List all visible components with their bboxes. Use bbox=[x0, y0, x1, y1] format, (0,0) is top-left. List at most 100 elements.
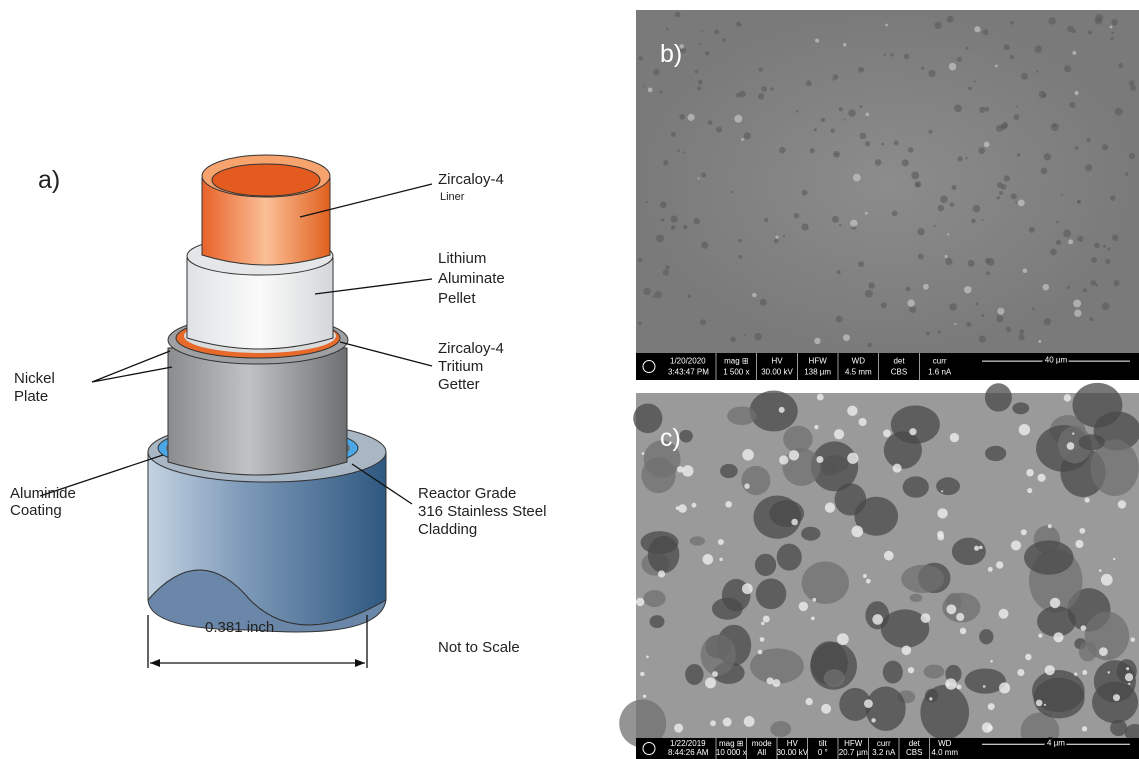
callout-text: Zircaloy-4 bbox=[438, 340, 504, 357]
texture bbox=[702, 554, 713, 565]
field-value: 3.2 nA bbox=[872, 748, 896, 757]
panel-label: c) bbox=[660, 424, 681, 452]
texture bbox=[801, 223, 808, 230]
texture bbox=[1017, 669, 1024, 676]
texture bbox=[946, 604, 956, 614]
texture bbox=[1011, 540, 1021, 550]
texture bbox=[981, 219, 983, 221]
texture bbox=[865, 290, 873, 298]
texture bbox=[1074, 310, 1081, 317]
texture bbox=[687, 295, 691, 299]
texture bbox=[648, 88, 653, 93]
texture bbox=[1103, 245, 1106, 248]
texture bbox=[791, 519, 798, 526]
texture bbox=[907, 299, 914, 306]
texture bbox=[691, 503, 696, 508]
texture bbox=[941, 490, 943, 492]
field-name: WD bbox=[938, 739, 952, 748]
texture bbox=[643, 590, 665, 607]
texture bbox=[1072, 51, 1076, 55]
texture bbox=[1129, 153, 1135, 159]
texture bbox=[1041, 168, 1048, 175]
texture bbox=[911, 172, 919, 180]
texture bbox=[990, 660, 993, 663]
texture bbox=[833, 151, 840, 158]
texture bbox=[925, 689, 938, 703]
texture bbox=[851, 526, 863, 538]
texture bbox=[981, 314, 984, 317]
texture bbox=[1017, 153, 1020, 156]
texture bbox=[996, 125, 1003, 132]
texture bbox=[661, 218, 664, 221]
texture bbox=[734, 115, 742, 123]
texture bbox=[1018, 199, 1025, 206]
texture bbox=[1044, 153, 1051, 160]
texture bbox=[676, 506, 680, 510]
texture bbox=[683, 225, 687, 229]
texture bbox=[1118, 500, 1126, 508]
field-name: mode bbox=[752, 739, 773, 748]
texture bbox=[810, 148, 815, 153]
texture bbox=[934, 225, 936, 227]
field-value: CBS bbox=[906, 748, 922, 757]
texture bbox=[960, 628, 967, 635]
texture bbox=[1063, 229, 1071, 237]
texture bbox=[1085, 164, 1092, 171]
texture bbox=[742, 583, 753, 594]
texture bbox=[799, 602, 808, 611]
texture bbox=[671, 225, 676, 230]
texture bbox=[901, 565, 944, 593]
texture bbox=[643, 85, 645, 87]
texture bbox=[1073, 299, 1081, 307]
texture bbox=[917, 228, 924, 235]
texture bbox=[770, 87, 773, 90]
texture bbox=[659, 90, 662, 93]
panel-c: c) 1/22/20198:44:26 AMmag ⊞10 000 xmodeA… bbox=[619, 383, 1139, 759]
texture bbox=[774, 239, 779, 244]
texture bbox=[688, 114, 695, 121]
texture bbox=[839, 107, 843, 111]
texture bbox=[1118, 63, 1123, 68]
texture bbox=[979, 147, 986, 154]
texture bbox=[653, 69, 660, 76]
texture bbox=[952, 538, 986, 565]
texture bbox=[996, 561, 1003, 568]
texture bbox=[821, 704, 831, 714]
texture bbox=[815, 39, 819, 43]
texture bbox=[779, 455, 788, 464]
texture bbox=[642, 452, 645, 455]
callout-text: Lithium bbox=[438, 250, 486, 267]
texture bbox=[1045, 665, 1055, 675]
texture bbox=[995, 65, 998, 68]
texture bbox=[885, 24, 888, 27]
texture bbox=[814, 128, 817, 131]
texture bbox=[1050, 598, 1060, 608]
texture bbox=[806, 80, 812, 86]
texture bbox=[1010, 55, 1014, 59]
texture bbox=[1019, 424, 1030, 435]
texture bbox=[975, 302, 978, 305]
texture bbox=[646, 201, 648, 203]
texture bbox=[1010, 21, 1014, 25]
texture bbox=[741, 138, 744, 141]
texture bbox=[966, 47, 969, 50]
texture bbox=[736, 93, 741, 98]
texture bbox=[1044, 318, 1051, 325]
texture bbox=[650, 615, 665, 628]
texture bbox=[908, 667, 914, 673]
texture bbox=[789, 450, 799, 460]
texture bbox=[1006, 327, 1011, 332]
texture bbox=[666, 28, 669, 31]
field-value: 1.6 nA bbox=[928, 368, 952, 377]
texture bbox=[633, 403, 662, 433]
sem-image bbox=[636, 10, 1139, 353]
date: 1/20/2020 bbox=[670, 356, 706, 365]
texture bbox=[1075, 91, 1079, 95]
texture bbox=[718, 539, 724, 545]
texture bbox=[1126, 667, 1129, 670]
texture bbox=[1021, 73, 1028, 80]
texture bbox=[979, 107, 985, 113]
texture bbox=[723, 718, 732, 727]
texture bbox=[923, 284, 929, 290]
texture bbox=[1111, 19, 1118, 26]
